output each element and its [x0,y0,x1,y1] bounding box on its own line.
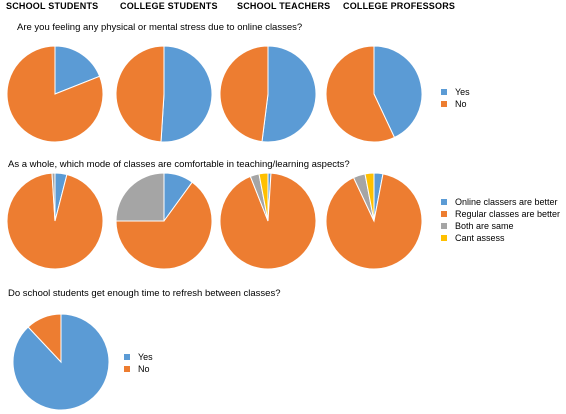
legend-label: Online classers are better [455,197,558,207]
legend-item: No [441,98,470,110]
legend-swatch [441,199,447,205]
pie-slice-no [219,45,269,143]
legend-item: Both are same [441,220,560,232]
header-college-students: COLLEGE STUDENTS [120,1,218,11]
pie-slice-yes [261,45,317,143]
legend-swatch [441,211,447,217]
legend-item: Yes [441,86,470,98]
question-2-title: As a whole, which mode of classes are co… [8,159,350,170]
question-1-title: Are you feeling any physical or mental s… [17,22,303,33]
pie-q1-college-students [115,45,213,143]
legend-label: Both are same [455,221,514,231]
pie-slice-regular-classes-are-better [115,181,213,270]
pie-slice-regular-classes-are-better [325,173,423,270]
legend-label: Yes [138,352,153,362]
pie-slice-regular-classes-are-better [6,172,104,270]
pie-q2-school-teachers [219,172,317,270]
legend-label: No [455,99,467,109]
pie-q2-college-professors [325,172,423,270]
legend-swatch [441,235,447,241]
legend-q3: Yes No [124,351,153,375]
pie-slice-cant-assess [258,172,269,222]
legend-item: Cant assess [441,232,560,244]
legend-swatch [441,223,447,229]
header-college-professors: COLLEGE PROFESSORS [343,1,456,11]
legend-item: Online classers are better [441,196,560,208]
pie-slice-both-are-same [115,172,165,222]
legend-swatch [441,89,447,95]
pie-slice-no [325,45,396,143]
pie-slice-no [115,45,165,143]
legend-swatch [441,101,447,107]
legend-label: No [138,364,150,374]
pie-q1-college-professors [325,45,423,143]
question-3-title: Do school students get enough time to re… [8,288,281,299]
pie-slice-cant-assess [364,172,375,222]
pie-q2-school-students [6,172,104,270]
pie-slice-both-are-same [51,172,56,222]
header-school-students: SCHOOL STUDENTS [6,1,99,11]
legend-item: Regular classes are better [441,208,560,220]
legend-item: Yes [124,351,153,363]
legend-item: No [124,363,153,375]
pie-q1-school-teachers [219,45,317,143]
pie-q1-school-students [6,45,104,143]
legend-label: Regular classes are better [455,209,561,219]
pie-q3-school-students [12,313,110,411]
pie-slice-yes [373,45,423,139]
legend-q1: Yes No [441,86,470,110]
pie-q2-college-students [115,172,213,270]
pie-slice-no [6,45,104,143]
pie-slice-yes [160,45,213,143]
legend-q2: Online classers are better Regular classe… [441,196,560,244]
legend-swatch [124,366,130,372]
header-school-teachers: SCHOOL TEACHERS [237,1,331,11]
pie-slice-yes [54,45,101,95]
legend-label: Cant assess [455,233,505,243]
legend-swatch [124,354,130,360]
legend-label: Yes [455,87,470,97]
pie-slice-no [27,313,62,364]
